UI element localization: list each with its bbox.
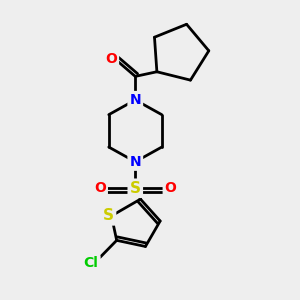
Text: Cl: Cl (84, 256, 98, 270)
Text: N: N (130, 155, 141, 169)
Text: N: N (130, 93, 141, 107)
Text: S: S (103, 208, 114, 224)
Text: O: O (105, 52, 117, 66)
Text: O: O (94, 181, 106, 195)
Text: S: S (130, 181, 141, 196)
Text: O: O (165, 181, 176, 195)
